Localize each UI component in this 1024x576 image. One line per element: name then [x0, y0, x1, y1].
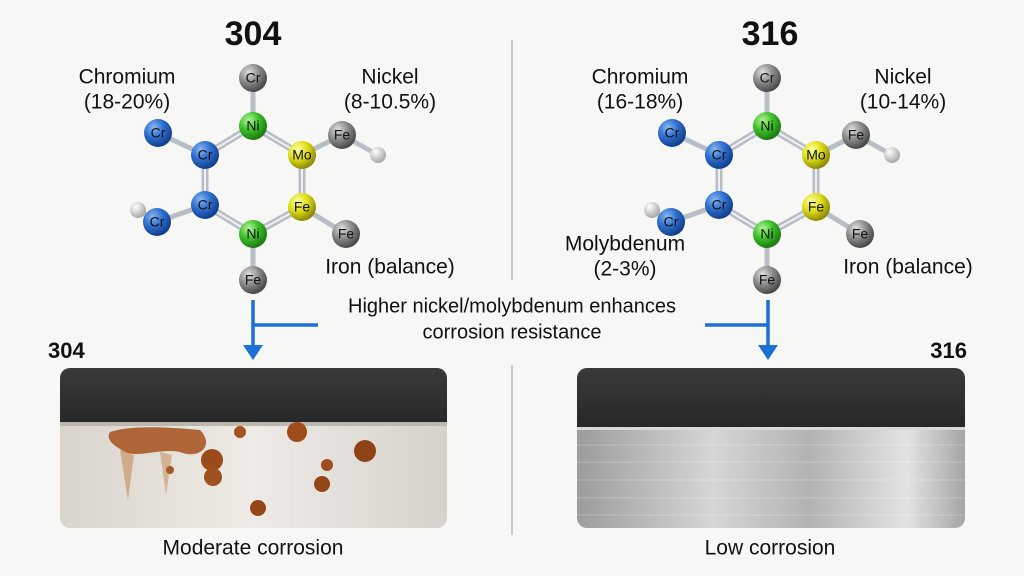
hydrogen-atom: [644, 202, 660, 218]
sample-316-photo: [577, 368, 965, 528]
atom: [288, 141, 316, 169]
atom: [239, 220, 267, 248]
note-line: Higher nickel/molybdenum enhances: [348, 295, 676, 317]
atom-label: Cr: [760, 70, 775, 86]
sample-label: 316: [930, 338, 967, 363]
atom-label: Ni: [760, 118, 773, 134]
element-label: Iron (balance): [325, 256, 455, 279]
atom-label: Fe: [338, 226, 355, 242]
atom-label: Mo: [292, 147, 312, 163]
element-label: (18-20%): [84, 91, 170, 114]
panel-title: 316: [742, 15, 799, 53]
atom-label: Fe: [245, 272, 262, 288]
element-label: Nickel: [361, 66, 418, 89]
atom-label: Cr: [198, 197, 213, 213]
atom: [753, 266, 781, 294]
caption: Low corrosion: [705, 537, 836, 560]
element-label: Chromium: [592, 66, 689, 89]
atom-label: Fe: [852, 226, 869, 242]
note-line: corrosion resistance: [423, 321, 602, 343]
atom: [144, 119, 172, 147]
element-label: Iron (balance): [843, 256, 973, 279]
atom-label: Mo: [806, 147, 826, 163]
atom-label: Ni: [246, 226, 259, 242]
atom-label: Ni: [246, 118, 259, 134]
atom: [239, 112, 267, 140]
element-label: (16-18%): [597, 91, 683, 114]
panel-title: 304: [225, 15, 282, 53]
atom: [846, 220, 874, 248]
element-label: (2-3%): [593, 258, 656, 281]
atom-label: Fe: [759, 272, 776, 288]
hydrogen-atom: [130, 202, 146, 218]
atom: [658, 119, 686, 147]
element-label: (8-10.5%): [344, 91, 436, 114]
atom-label: Cr: [712, 147, 727, 163]
atom-label: Fe: [848, 127, 865, 143]
atom-label: Cr: [198, 147, 213, 163]
atom: [705, 191, 733, 219]
arrows: [243, 300, 778, 360]
atom-label: Cr: [151, 125, 166, 141]
atom-label: Cr: [150, 214, 165, 230]
atom-label: Cr: [246, 70, 261, 86]
element-label: Chromium: [79, 66, 176, 89]
atom: [753, 64, 781, 92]
atom: [143, 208, 171, 236]
atom-label: Fe: [294, 199, 311, 215]
atom: [288, 193, 316, 221]
atom: [191, 191, 219, 219]
hydrogen-atom: [370, 147, 386, 163]
caption: Moderate corrosion: [163, 537, 344, 560]
atom: [191, 141, 219, 169]
atom: [753, 112, 781, 140]
atom: [239, 266, 267, 294]
atom: [842, 121, 870, 149]
atom-label: Cr: [664, 214, 679, 230]
atom: [239, 64, 267, 92]
sample-label: 304: [48, 338, 85, 363]
atom-label: Cr: [665, 125, 680, 141]
atom: [332, 220, 360, 248]
atom: [753, 220, 781, 248]
sample-304-photo: [60, 368, 447, 528]
atom: [328, 121, 356, 149]
element-label: (10-14%): [860, 91, 946, 114]
atom: [802, 141, 830, 169]
atom: [802, 193, 830, 221]
element-label: Molybdenum: [565, 233, 685, 256]
element-label: Nickel: [874, 66, 931, 89]
atom: [705, 141, 733, 169]
hydrogen-atom: [884, 147, 900, 163]
atom: [657, 208, 685, 236]
atom-label: Fe: [334, 127, 351, 143]
atom-label: Fe: [808, 199, 825, 215]
atom-label: Cr: [712, 197, 727, 213]
atom-label: Ni: [760, 226, 773, 242]
